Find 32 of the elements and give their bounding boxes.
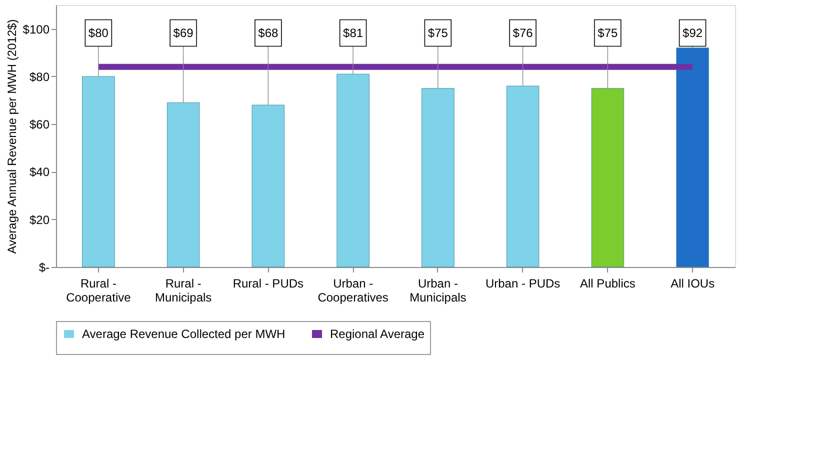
y-tick-label: $60 — [29, 118, 50, 132]
legend-label: Average Revenue Collected per MWH — [82, 327, 286, 341]
data-label: $68 — [258, 26, 279, 40]
bar — [82, 76, 115, 268]
data-label: $80 — [88, 26, 109, 40]
x-tick-label: Urban - PUDs — [485, 276, 560, 290]
x-tick-label: Urban - Cooperatives — [318, 276, 388, 304]
x-tick-label: Urban - Municipals — [410, 276, 466, 304]
x-tick-label: Rural - PUDs — [232, 276, 304, 290]
bar — [422, 88, 454, 268]
x-tick-label: All Publics — [580, 276, 636, 290]
y-tick-label: $40 — [29, 165, 50, 180]
y-tick-label: $- — [38, 260, 50, 274]
data-label: $81 — [343, 26, 364, 40]
data-label: $69 — [173, 26, 194, 40]
data-label: $92 — [682, 26, 703, 40]
legend-label: Regional Average — [330, 327, 425, 341]
bar — [506, 86, 540, 268]
x-tick-label: All IOUs — [670, 276, 715, 290]
y-tick-label: $80 — [29, 70, 50, 84]
y-tick-label: $100 — [22, 22, 50, 36]
bar — [166, 102, 200, 268]
bar — [336, 74, 370, 268]
data-label: $76 — [512, 26, 534, 40]
y-tick-label: $20 — [29, 212, 50, 227]
data-label: $75 — [428, 26, 448, 40]
bar — [591, 88, 624, 268]
x-tick-label: Rural - Municipals — [154, 276, 212, 304]
data-label: $75 — [598, 26, 618, 40]
bar — [252, 104, 285, 268]
y-axis-title: Average Annual Revenue per MWH (2012$) — [4, 19, 19, 254]
x-tick-label: Rural - Cooperative — [66, 276, 132, 304]
